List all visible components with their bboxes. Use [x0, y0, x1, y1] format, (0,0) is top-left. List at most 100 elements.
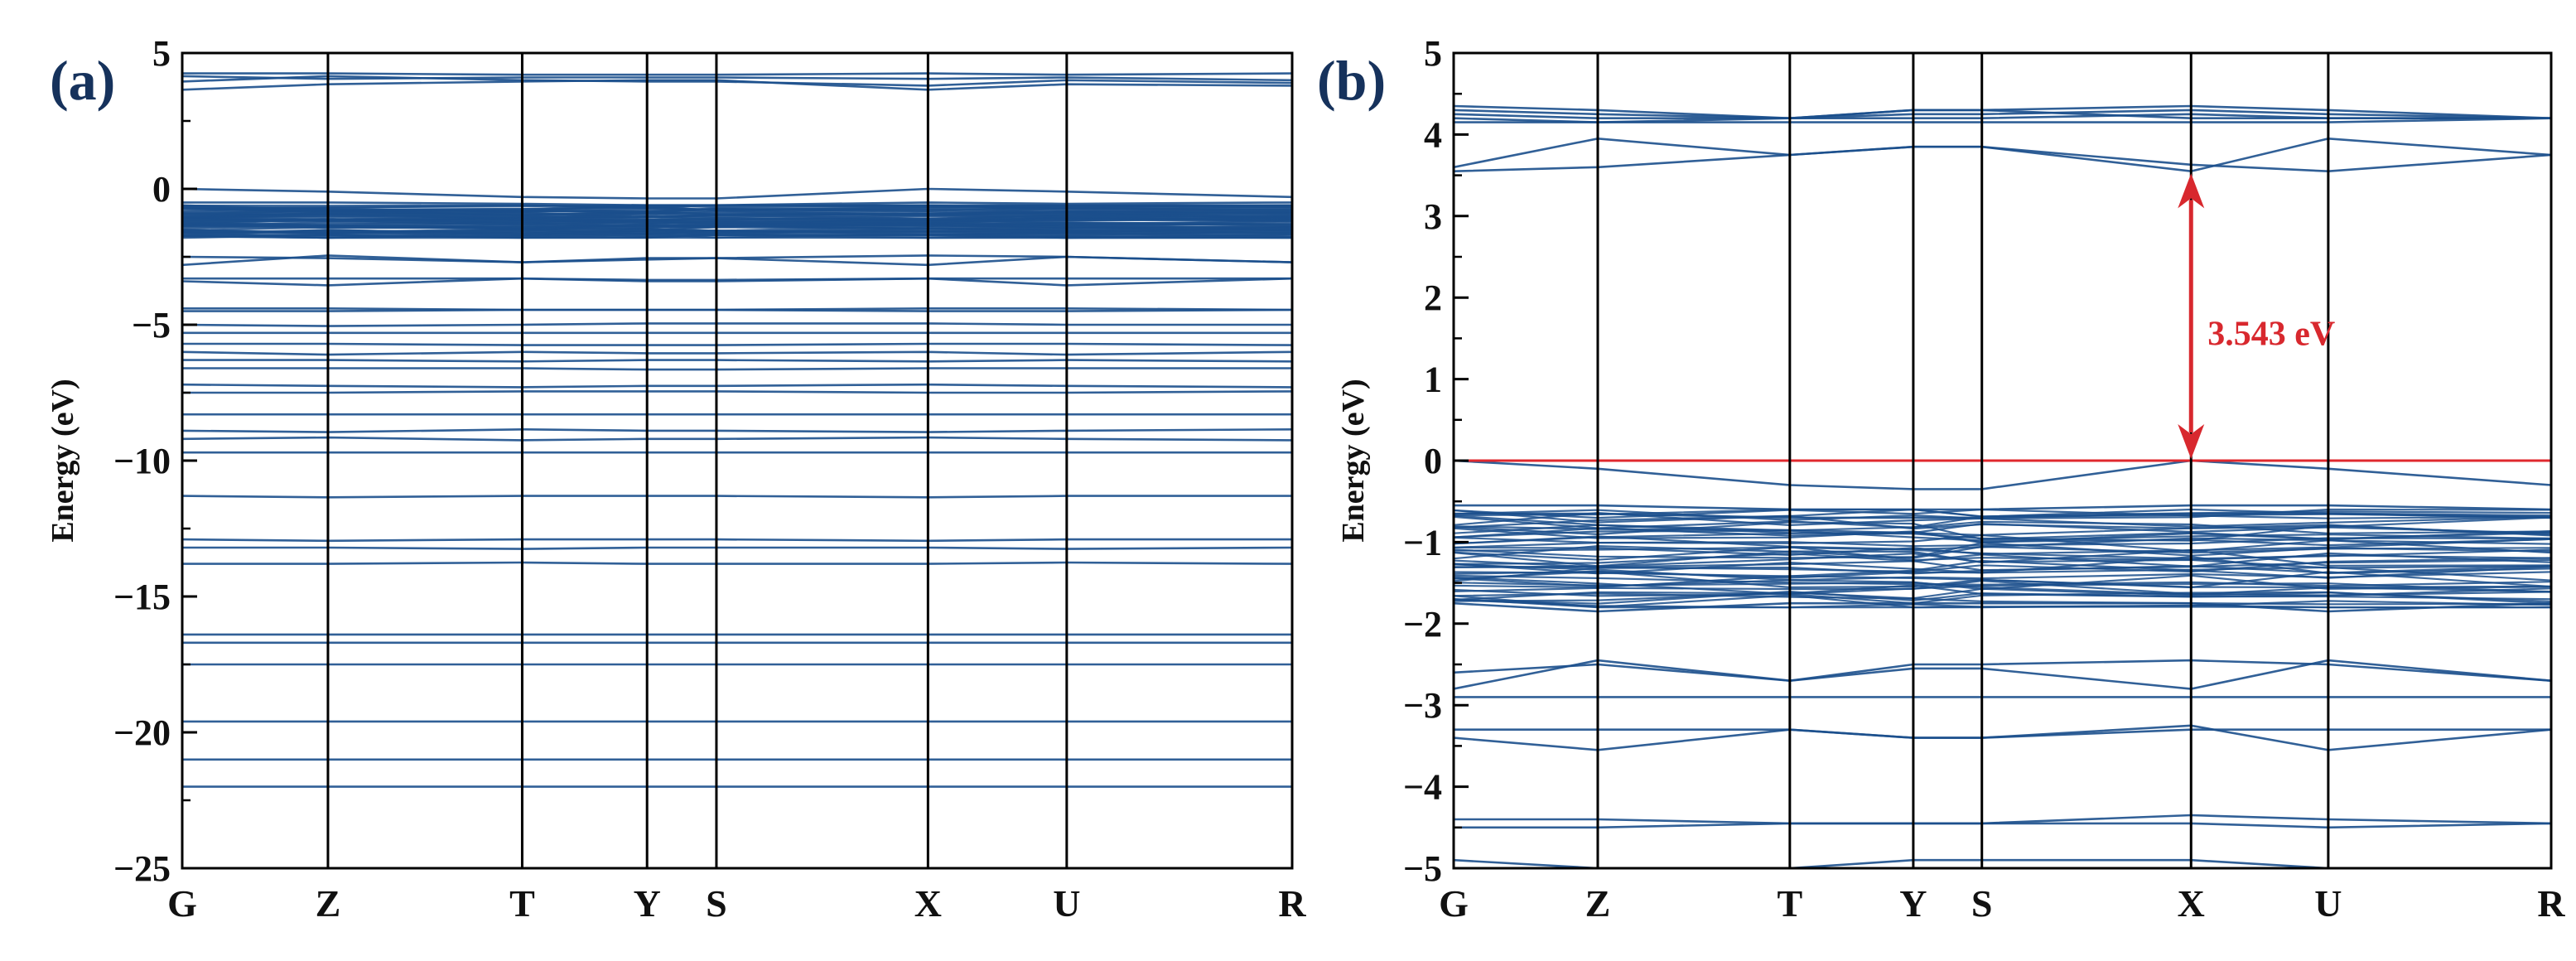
kpoint-label-R: R [2537, 882, 2565, 925]
y-tick-label: 5 [1424, 33, 1442, 74]
band-gap-arrowhead-top [2178, 173, 2205, 209]
dense-band-line [1454, 529, 2551, 542]
kpoint-label-X: X [2178, 882, 2205, 925]
band-line [1454, 601, 2551, 613]
band-line [182, 75, 1292, 87]
panel-b-label: (b) [1317, 49, 1386, 112]
y-tick-label: −20 [113, 712, 171, 753]
dense-band-line [1454, 511, 2551, 528]
band-line [182, 390, 1292, 394]
y-tick-label: −5 [132, 305, 171, 345]
band-line [1454, 822, 2551, 829]
dense-band-line [182, 225, 1292, 233]
band-line [1454, 659, 2551, 683]
kpoint-label-G: G [1439, 882, 1469, 925]
band-line [1454, 104, 2551, 120]
kpoint-label-Y: Y [1899, 882, 1927, 925]
band-line [1454, 814, 2551, 825]
bands-group [182, 72, 1292, 788]
y-tick-label: 1 [1424, 360, 1442, 400]
dense-band-line [1454, 514, 2551, 530]
dense-band-line [1454, 574, 2551, 587]
dense-band-line [1454, 508, 2551, 519]
kpoint-label-S: S [706, 882, 727, 925]
band-structure-chart-a: 5 0 −5 −10 −15 −20 −25 Energy (eV) G Z T Y S X U R [46, 33, 1306, 925]
kpoint-label-Y: Y [634, 882, 661, 925]
band-line [1454, 659, 2551, 690]
dense-band-line [1454, 548, 2551, 567]
band-gap-label: 3.543 eV [2207, 316, 2335, 354]
plot-frame [181, 51, 1294, 870]
dense-band-line [1454, 538, 2551, 557]
band-line [182, 254, 1292, 267]
kpoint-label-Z: Z [316, 882, 341, 925]
y-tick-label: 2 [1424, 278, 1442, 318]
kpoint-label-T: T [1778, 882, 1803, 925]
kpoint-label-R: R [1278, 882, 1306, 925]
band-line [182, 79, 1292, 91]
dense-band-line [1454, 515, 2551, 535]
dense-band-line [182, 204, 1292, 209]
panel-a-label: (a) [50, 49, 115, 112]
band-line [182, 277, 1292, 287]
kpoint-label-T: T [509, 882, 535, 925]
dense-band-line [182, 214, 1292, 219]
band-line [182, 350, 1292, 356]
band-line [182, 342, 1292, 346]
band-structure-chart-b: 5 4 3 2 1 0 −1 −2 −3 −4 −5 Energy (eV) G Z T Y S X U R 3.543… [1336, 33, 2565, 925]
kpoint-label-U: U [2314, 882, 2342, 925]
band-line [182, 308, 1292, 312]
y-tick-label: −4 [1403, 767, 1442, 808]
band-line [182, 495, 1292, 499]
y-axis-title: Energy (eV) [46, 379, 80, 542]
y-tick-label: −10 [113, 441, 171, 481]
kpoint-label-S: S [1971, 882, 1993, 925]
y-tick-label: −3 [1403, 685, 1442, 726]
dense-band-line [1454, 508, 2551, 521]
band-line [1454, 145, 2551, 173]
y-tick-label: −25 [113, 848, 171, 889]
band-line [182, 561, 1292, 565]
band-line [182, 367, 1292, 371]
band-line [1454, 724, 2551, 751]
bands-group [1454, 104, 2551, 868]
y-tick-label: −2 [1403, 604, 1442, 645]
band-line [1454, 109, 2551, 120]
band-line [182, 538, 1292, 543]
kpoint-label-U: U [1053, 882, 1080, 925]
y-tick-label: 0 [1424, 441, 1442, 481]
band-line [1454, 459, 2551, 490]
dense-band-line [1454, 594, 2551, 609]
dense-band-line [1454, 521, 2551, 541]
band-line [182, 546, 1292, 550]
band-gap-arrowhead-bottom [2178, 424, 2205, 459]
band-line [1454, 504, 2551, 511]
band-line [182, 72, 1292, 76]
y-axis-title: Energy (eV) [1336, 379, 1371, 542]
y-tick-label: −5 [1403, 848, 1442, 889]
band-line [1454, 109, 2551, 123]
dense-band-line [1454, 513, 2551, 532]
dense-band-line [1454, 524, 2551, 537]
kpoint-label-X: X [914, 882, 942, 925]
dense-band-line [1454, 587, 2551, 603]
band-line [182, 383, 1292, 389]
band-line [1454, 858, 2551, 868]
band-line [182, 322, 1292, 327]
y-tick-label: −1 [1403, 522, 1442, 563]
y-tick-label: 5 [152, 33, 171, 74]
band-line [182, 75, 1292, 82]
y-tick-label: −15 [113, 577, 171, 617]
y-tick-label: 3 [1424, 196, 1442, 237]
band-line [182, 277, 1292, 282]
y-tick-label: 0 [152, 169, 171, 210]
band-line [182, 427, 1292, 433]
kpoint-label-G: G [167, 882, 197, 925]
band-line [182, 436, 1292, 442]
band-line [182, 187, 1292, 200]
dense-band-line [1454, 542, 2551, 559]
dense-band-line [1454, 574, 2551, 591]
dense-band-line [1454, 508, 2551, 518]
y-tick-label: 4 [1424, 114, 1442, 155]
